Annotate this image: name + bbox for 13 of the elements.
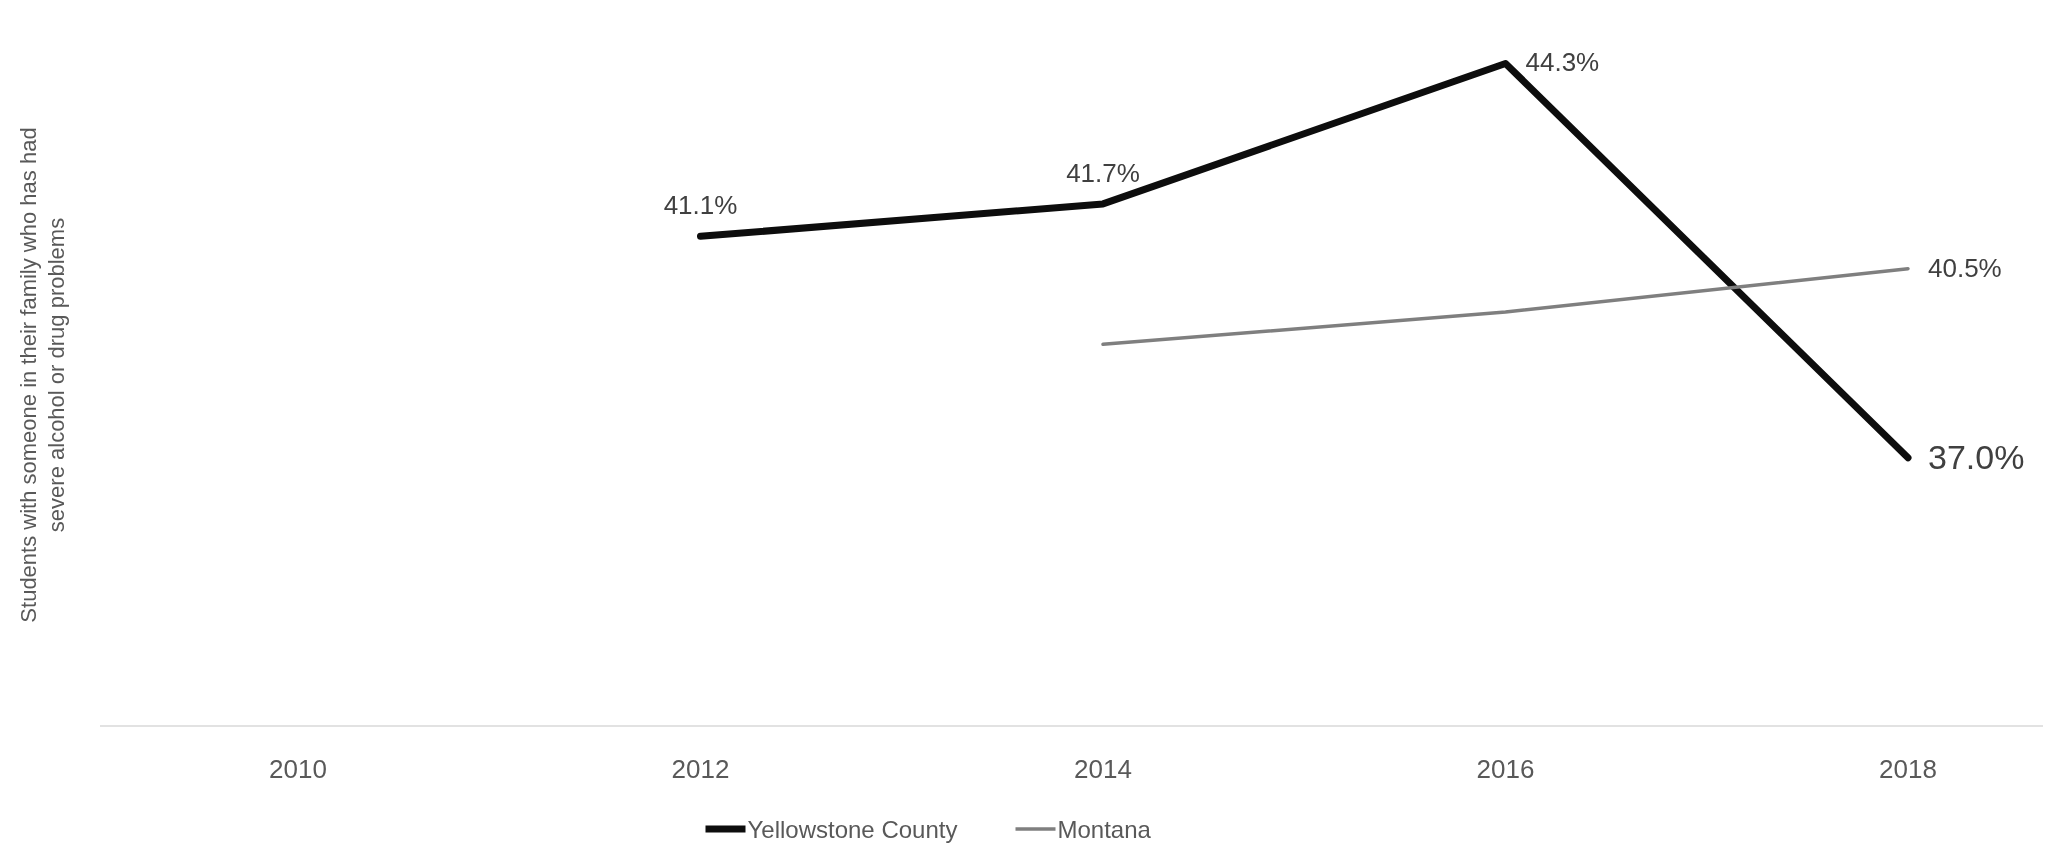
x-tick-label: 2010 — [269, 754, 327, 784]
data-label: 44.3% — [1525, 47, 1600, 78]
x-tick-label: 2012 — [671, 754, 730, 784]
data-label: 41.7% — [1066, 157, 1140, 188]
legend-label: Montana — [1057, 816, 1152, 843]
legend-label: Yellowstone County — [747, 816, 958, 843]
x-tick-label: 2016 — [1476, 754, 1535, 784]
data-label: 41.1% — [663, 190, 738, 221]
data-label: 40.5% — [1928, 252, 2002, 283]
data-label: 37.0% — [1928, 437, 2025, 476]
x-tick-label: 2014 — [1074, 754, 1132, 784]
x-tick-label: 2018 — [1879, 754, 1937, 784]
y-axis-title: Students with someone in their family who has had severe alcohol or drug problems — [16, 127, 69, 623]
